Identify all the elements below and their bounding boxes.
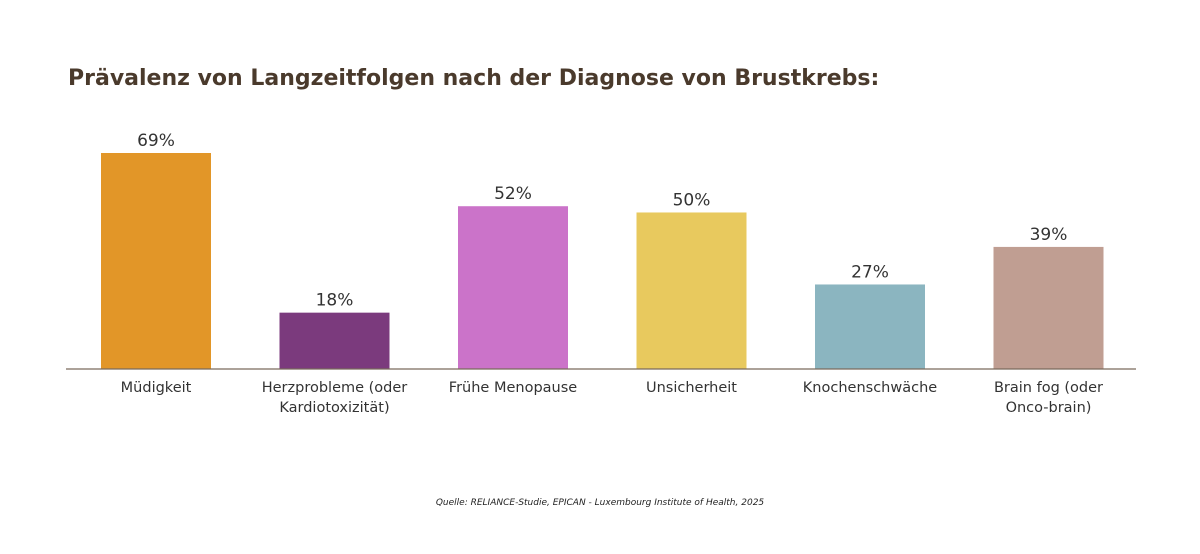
value-label-4: 50%	[673, 190, 711, 210]
category-label-2: Herzprobleme (oder Kardiotoxizität)	[262, 380, 408, 416]
value-label-1: 69%	[137, 131, 175, 151]
category-label-5: Knochenschwäche	[803, 380, 937, 396]
bars-layer: 69% Müdigkeit 18% Herzprobleme (oder Kardiot…	[101, 131, 1104, 416]
bar-6	[993, 246, 1104, 369]
value-label-2: 18%	[316, 291, 354, 311]
category-label-6: Brain fog (oder Onco-brain)	[994, 380, 1103, 416]
bar-5	[815, 284, 925, 369]
category-label-4: Unsicherheit	[646, 380, 737, 396]
bar-2	[279, 312, 390, 369]
source-note: Quelle: RELIANCE-Studie, EPICAN - Luxemb…	[435, 498, 765, 508]
chart-title: Prävalenz von Langzeitfolgen nach der Di…	[68, 66, 880, 91]
value-label-3: 52%	[494, 184, 532, 204]
category-label-3: Frühe Menopause	[449, 380, 577, 396]
bar-1	[101, 153, 211, 369]
bar-3	[458, 206, 568, 369]
bar-4	[636, 212, 747, 369]
value-label-5: 27%	[851, 262, 889, 282]
category-label-1: Müdigkeit	[121, 380, 192, 396]
value-label-6: 39%	[1030, 225, 1068, 245]
